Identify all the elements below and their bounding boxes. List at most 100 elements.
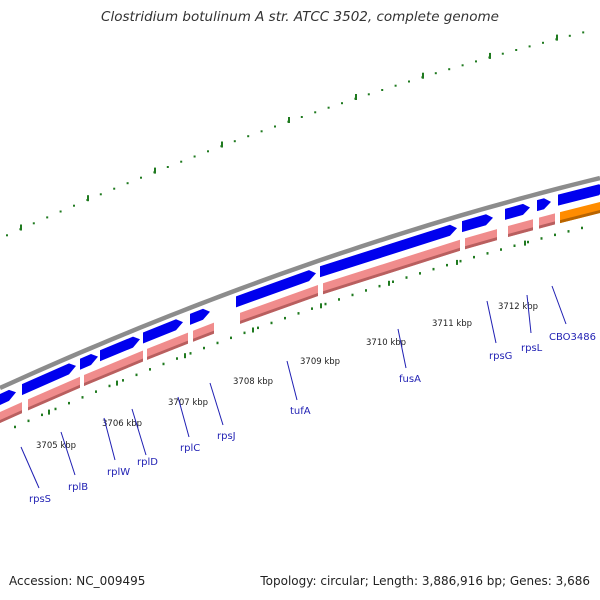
cds-band-shadow bbox=[465, 237, 497, 250]
gene-label-leader bbox=[209, 382, 224, 426]
gene-label-leader bbox=[20, 446, 40, 489]
scale-tick bbox=[203, 346, 205, 350]
gene-label-lines bbox=[20, 285, 567, 489]
minor-tick-dot bbox=[140, 176, 142, 179]
minor-tick-dot bbox=[394, 84, 397, 87]
scale-label: 3710 kbp bbox=[366, 338, 406, 348]
scale-label: 3712 kbp bbox=[498, 302, 538, 312]
scale-major-tick bbox=[48, 409, 50, 415]
scale-tick bbox=[527, 240, 529, 244]
cds-band-shadow bbox=[0, 410, 22, 424]
scale-tick bbox=[257, 326, 259, 330]
minor-tick-dot bbox=[448, 68, 451, 71]
minor-tick-dot bbox=[515, 49, 518, 51]
minor-tick-dot bbox=[528, 45, 531, 48]
scale-major-tick bbox=[320, 303, 322, 309]
minor-tick-dot bbox=[408, 80, 410, 83]
gene-arrow bbox=[462, 214, 493, 233]
scale-tick bbox=[135, 373, 138, 377]
gene-label: rpsG bbox=[489, 351, 512, 362]
gene-label-leader bbox=[60, 431, 76, 476]
minor-tick-dot bbox=[59, 210, 62, 213]
major-tick-mark bbox=[355, 94, 357, 100]
minor-tick-dot bbox=[233, 140, 236, 143]
scale-tick bbox=[567, 230, 570, 233]
minor-tick-dot bbox=[501, 52, 504, 55]
scale-tick bbox=[230, 336, 232, 340]
scale-ticks bbox=[14, 226, 583, 429]
scale-tick bbox=[41, 413, 43, 417]
minor-tick-dot bbox=[46, 216, 49, 219]
cds-track bbox=[0, 202, 600, 424]
scale-tick bbox=[446, 263, 448, 267]
gene-label-leader bbox=[486, 300, 497, 344]
scale-tick bbox=[432, 267, 435, 271]
scale-tick bbox=[243, 331, 246, 335]
major-tick-mark bbox=[489, 52, 491, 59]
gene-label: rpsS bbox=[29, 494, 51, 505]
minor-tick-dot bbox=[568, 34, 571, 37]
gene-arrow bbox=[505, 203, 530, 220]
gene-label: tufA bbox=[290, 406, 311, 417]
scale-tick bbox=[324, 302, 327, 306]
gene-label-leader bbox=[131, 408, 147, 456]
minor-tick-dot bbox=[327, 106, 330, 109]
scale-tick bbox=[95, 390, 97, 393]
scale-label: 3706 kbp bbox=[102, 419, 142, 429]
minor-tick-dot bbox=[32, 222, 35, 225]
scale-tick bbox=[54, 407, 57, 411]
minor-tick-dot bbox=[274, 125, 276, 128]
gene-label: rplB bbox=[68, 482, 88, 493]
major-tick-mark bbox=[422, 72, 424, 79]
gene-label-leader bbox=[397, 328, 407, 369]
minor-tick-dot bbox=[6, 234, 8, 237]
minor-tick-dot bbox=[113, 187, 116, 190]
scale-label: 3709 kbp bbox=[300, 357, 340, 367]
cds-band-shadow bbox=[240, 293, 318, 324]
genome-summary-text: Topology: circular; Length: 3,886,916 bp… bbox=[260, 574, 590, 588]
scale-tick bbox=[176, 357, 178, 360]
scale-tick bbox=[351, 293, 354, 297]
minor-tick-dot bbox=[99, 193, 102, 196]
scale-tick bbox=[392, 280, 394, 283]
genome-backbone bbox=[0, 175, 600, 391]
gene-arrow bbox=[0, 389, 16, 406]
scale-major-tick bbox=[184, 353, 186, 359]
gene-label: rpsL bbox=[521, 343, 543, 354]
minor-tick-dot bbox=[475, 60, 477, 63]
gene-label: rplC bbox=[180, 443, 200, 454]
minor-tick-dot bbox=[260, 130, 263, 133]
minor-tick-dot bbox=[126, 182, 129, 185]
scale-tick bbox=[122, 379, 124, 382]
minor-tick-dot bbox=[582, 31, 585, 34]
scale-tick bbox=[270, 321, 273, 325]
gene-label: rplD bbox=[137, 457, 158, 468]
cds-band-shadow bbox=[508, 227, 533, 237]
scale-tick bbox=[14, 425, 16, 429]
cds-band-shadow bbox=[84, 358, 143, 386]
minor-tick-dot bbox=[180, 160, 183, 163]
scale-tick bbox=[540, 237, 543, 240]
scale-tick bbox=[378, 284, 381, 288]
minor-tick-dot bbox=[542, 41, 544, 44]
minor-tick-dot bbox=[314, 111, 317, 114]
major-tick-mark bbox=[556, 34, 558, 41]
scale-major-tick bbox=[252, 327, 254, 333]
cds-band-shadow bbox=[539, 221, 555, 229]
gene-arrow bbox=[558, 184, 600, 206]
gene-label-leader bbox=[551, 285, 567, 325]
scale-tick bbox=[581, 226, 583, 230]
scale-tick bbox=[149, 368, 151, 371]
scale-tick bbox=[513, 244, 516, 247]
gene-label: rpsJ bbox=[217, 431, 236, 442]
minor-tick-dot bbox=[367, 93, 370, 96]
gene-label: fusA bbox=[399, 374, 421, 385]
minor-tick-dot bbox=[434, 72, 437, 75]
gene-label-leader bbox=[103, 417, 116, 461]
gene-label: rplW bbox=[107, 467, 130, 478]
gene-arrow bbox=[236, 270, 316, 308]
gene-label: CBO3486 bbox=[549, 332, 596, 343]
scale-labels: 3705 kbp 3706 kbp 3707 kbp 3708 kbp 3709 kbp… bbox=[36, 302, 538, 451]
scale-tick bbox=[284, 316, 286, 320]
